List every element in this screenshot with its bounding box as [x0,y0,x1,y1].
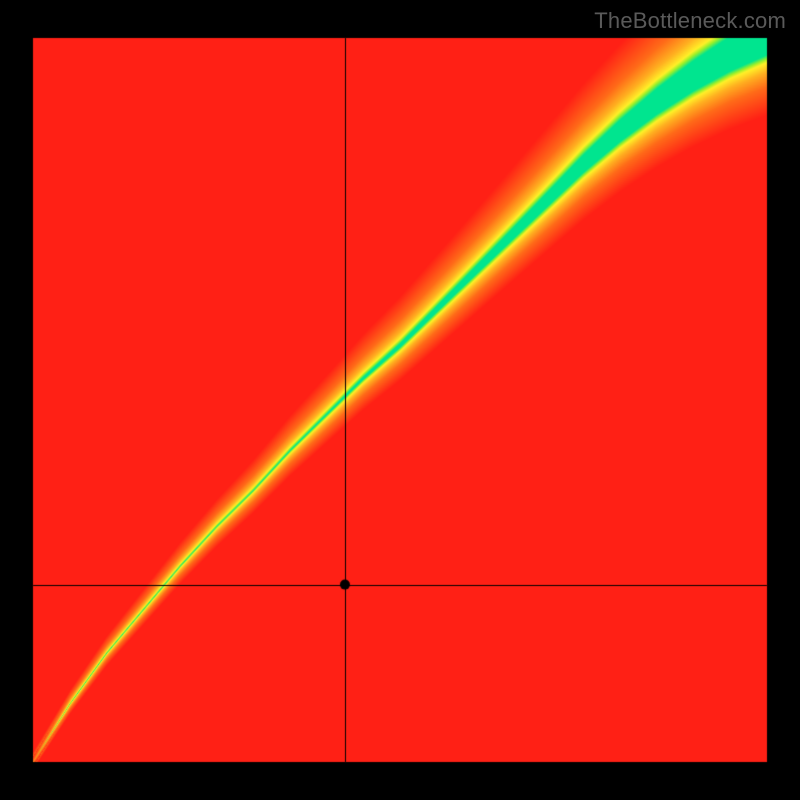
chart-container: TheBottleneck.com [0,0,800,800]
watermark-text: TheBottleneck.com [594,8,786,34]
crosshair-overlay [0,0,800,800]
